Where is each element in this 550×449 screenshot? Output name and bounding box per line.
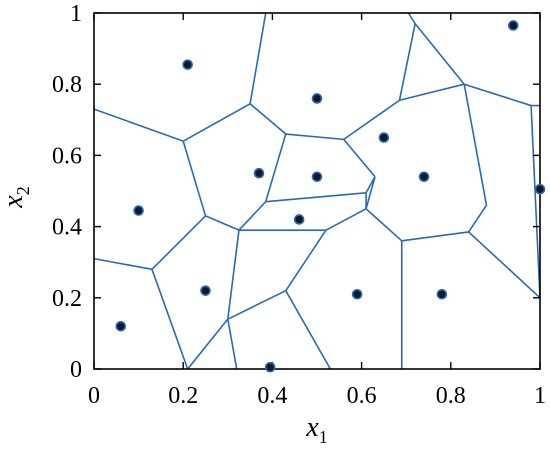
y-tick-label: 1	[70, 1, 82, 27]
voronoi-edge	[325, 208, 367, 231]
seed-point	[182, 59, 193, 70]
seed-point	[293, 214, 305, 225]
voronoi-edge	[205, 215, 240, 231]
voronoi-edge	[249, 12, 267, 104]
y-tick-label: 0.4	[52, 215, 82, 241]
seed-point	[378, 132, 390, 143]
x-tick-label: 1	[534, 383, 546, 409]
voronoi-edge	[249, 103, 287, 135]
voronoi-edge	[187, 318, 229, 370]
voronoi-edge	[182, 103, 251, 142]
y-axis-label-main: x	[0, 195, 29, 209]
voronoi-edge	[238, 201, 267, 231]
x-tick-label: 0.4	[257, 383, 287, 409]
voronoi-edge	[365, 176, 376, 210]
y-tick-labels: 0 0.2 0.4 0.6 0.8 1	[52, 1, 82, 383]
voronoi-edge	[151, 269, 189, 370]
y-tick-label: 0	[70, 357, 82, 383]
seed-point	[436, 288, 448, 300]
voronoi-edge	[414, 23, 465, 85]
seed-point	[264, 361, 276, 373]
x-tick-label: 0.6	[347, 383, 377, 409]
voronoi-edge	[407, 12, 416, 25]
voronoi-edge	[285, 133, 344, 141]
seed-point	[418, 171, 430, 183]
axis-ticks	[93, 12, 541, 370]
voronoi-edge	[227, 230, 240, 320]
voronoi-edge	[343, 138, 376, 178]
seed-point	[253, 167, 265, 179]
voronoi-edge	[227, 319, 238, 370]
voronoi-edges	[93, 12, 541, 370]
voronoi-edge	[285, 290, 332, 370]
y-tick-label: 0.6	[52, 143, 82, 169]
x-tick-labels: 0 0.2 0.4 0.6 0.8 1	[88, 383, 546, 409]
x-tick-label: 0.8	[436, 383, 466, 409]
voronoi-edge	[265, 191, 367, 203]
voronoi-edge	[151, 215, 207, 270]
seed-point	[133, 205, 144, 216]
voronoi-edge	[468, 231, 541, 299]
voronoi-edge	[264, 133, 287, 202]
voronoi-edge	[463, 83, 532, 107]
y-axis-label: x2	[0, 186, 33, 208]
seed-point	[115, 320, 127, 332]
seed-point	[311, 93, 323, 104]
voronoi-edge	[401, 231, 469, 242]
seed-points	[115, 20, 546, 373]
x-tick-label: 0.2	[168, 383, 198, 409]
plot-frame	[93, 12, 541, 370]
voronoi-edge	[93, 257, 153, 271]
seed-point	[351, 288, 363, 300]
y-tick-label: 0.8	[52, 72, 82, 98]
x-axis-label-sub: 1	[319, 427, 328, 447]
seed-point	[534, 183, 546, 195]
x-tick-label: 0	[88, 383, 100, 409]
y-tick-label: 0.2	[52, 286, 82, 312]
voronoi-edge	[398, 23, 416, 101]
voronoi-edge	[530, 105, 541, 298]
seed-point	[507, 20, 519, 31]
y-axis-label-sub: 2	[13, 186, 33, 195]
voronoi-edge	[182, 140, 207, 217]
seed-point	[311, 171, 323, 183]
voronoi-edge	[399, 83, 465, 101]
voronoi-edge	[365, 208, 403, 242]
voronoi-edge	[93, 108, 184, 142]
seed-point	[200, 285, 211, 296]
voronoi-edge	[227, 289, 287, 320]
x-axis-label-main: x	[305, 412, 319, 443]
voronoi-edge	[285, 229, 327, 292]
x-axis-label: x1	[305, 412, 327, 447]
voronoi-edge	[467, 204, 488, 233]
voronoi-edge	[463, 84, 488, 206]
voronoi-edge	[343, 99, 400, 141]
